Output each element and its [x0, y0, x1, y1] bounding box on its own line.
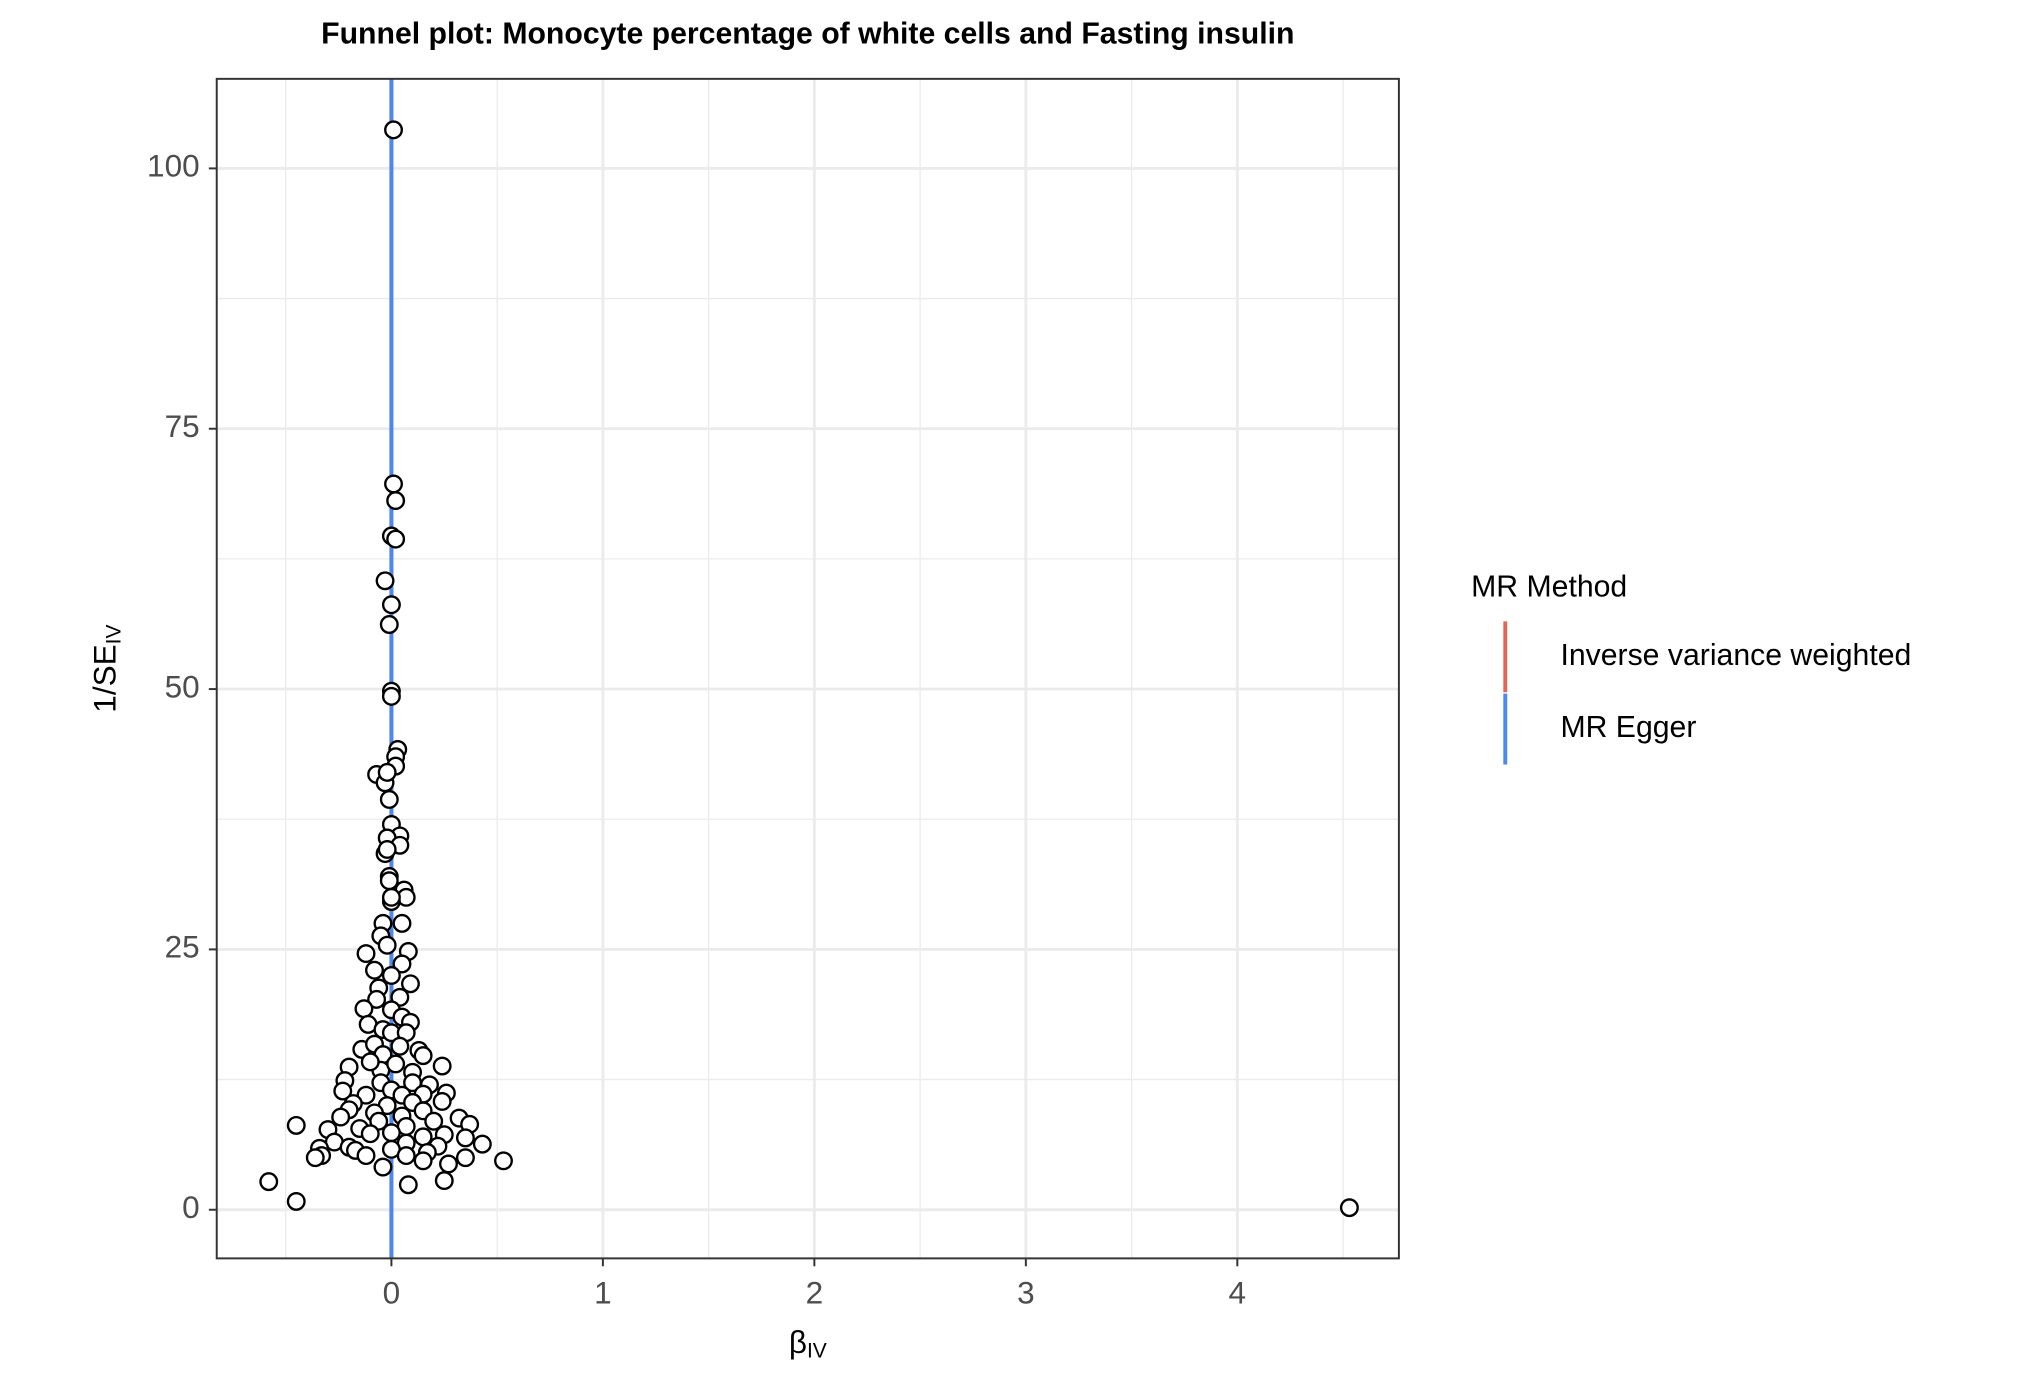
panel-border	[215, 77, 1400, 1260]
point	[381, 686, 401, 706]
point	[386, 529, 406, 549]
point	[360, 1052, 380, 1072]
point	[381, 965, 401, 985]
y-tick-label: 100	[147, 148, 200, 184]
point	[365, 960, 384, 980]
point	[424, 1111, 444, 1131]
point	[494, 1151, 513, 1171]
x-tick-label: 3	[1017, 1274, 1035, 1310]
legend-title: MR Method	[1471, 570, 1627, 603]
point	[386, 1054, 406, 1074]
point	[472, 1134, 492, 1154]
point	[434, 1171, 454, 1191]
legend-label: MR Egger	[1560, 711, 1696, 744]
y-tick-label: 25	[165, 929, 200, 965]
point	[375, 571, 395, 591]
y-label-sub: IV	[102, 625, 125, 645]
point	[286, 1115, 306, 1135]
y-tick-label: 0	[182, 1189, 200, 1225]
x-tick-label: 0	[383, 1274, 401, 1310]
point	[390, 1036, 410, 1056]
point	[392, 913, 412, 933]
point	[381, 887, 401, 907]
x-axis-label: βIV	[789, 1324, 827, 1362]
point	[1339, 1198, 1359, 1218]
point	[413, 1046, 433, 1066]
point	[259, 1172, 279, 1192]
point	[392, 954, 412, 974]
point	[377, 935, 397, 955]
point	[379, 871, 399, 891]
point	[286, 1191, 306, 1211]
point	[331, 1107, 351, 1127]
point	[379, 615, 399, 634]
point	[373, 1157, 393, 1177]
x-tick-label: 1	[594, 1274, 612, 1310]
x-label-sub: IV	[807, 1339, 827, 1362]
x-tick-label: 2	[806, 1274, 824, 1310]
x-tick-label: 4	[1229, 1274, 1247, 1310]
point	[377, 839, 397, 859]
point	[432, 1056, 452, 1076]
x-label-main: β	[789, 1324, 807, 1360]
point	[432, 1091, 452, 1111]
point	[455, 1128, 475, 1148]
point	[413, 1151, 433, 1171]
point	[386, 491, 406, 511]
point	[384, 120, 403, 140]
point	[381, 595, 401, 615]
point	[413, 1127, 433, 1147]
point	[305, 1148, 325, 1168]
point	[455, 1148, 475, 1168]
point	[367, 989, 387, 1009]
point	[381, 1123, 401, 1143]
plot-panel	[216, 78, 1399, 1259]
point	[356, 944, 376, 964]
point	[354, 999, 374, 1019]
point	[333, 1081, 353, 1101]
point	[377, 762, 397, 782]
point	[400, 974, 420, 994]
y-label-main: 1/SE	[87, 644, 123, 712]
y-tick-label: 75	[165, 408, 200, 444]
point	[356, 1146, 376, 1166]
point	[439, 1154, 458, 1174]
y-tick-label: 50	[165, 668, 200, 704]
point	[379, 789, 399, 809]
point	[396, 1146, 416, 1166]
point	[360, 1124, 380, 1144]
point	[398, 1175, 418, 1195]
y-axis-label: 1/SEIV	[87, 625, 125, 713]
point	[384, 474, 403, 494]
legend-label: Inverse variance weighted	[1560, 639, 1911, 672]
chart-title: Funnel plot: Monocyte percentage of whit…	[321, 17, 1294, 50]
